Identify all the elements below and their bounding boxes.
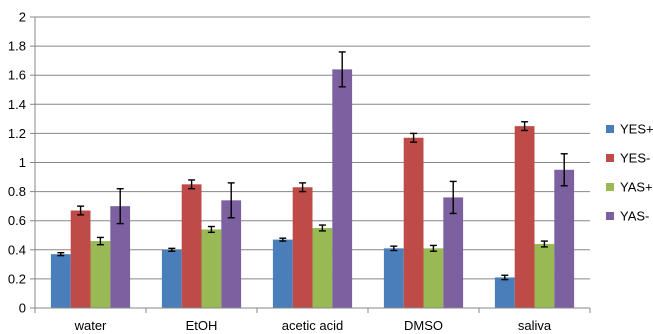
y-tick-label: 0.2 bbox=[8, 271, 26, 286]
x-tick-label: saliva bbox=[518, 318, 552, 333]
bar-yas-saliva bbox=[534, 243, 555, 308]
y-tick-label: 1.4 bbox=[8, 97, 26, 112]
y-axis-tick-labels: 0 0.2 0.4 0.6 0.8 1 1.2 1.4 1.6 1.8 2 bbox=[8, 10, 26, 316]
bar-yes-saliva bbox=[494, 277, 515, 308]
bar-yas-dmso bbox=[423, 248, 444, 308]
bar-yas-water bbox=[110, 206, 131, 308]
bars bbox=[50, 69, 575, 308]
x-tick-label: water bbox=[74, 318, 107, 333]
y-tick-label: 0.8 bbox=[8, 184, 26, 199]
bar-yas-etoh bbox=[221, 200, 242, 308]
bar-yes-etoh bbox=[181, 184, 202, 308]
bar-yas-acetic-acid bbox=[312, 227, 333, 308]
bar-yas-etoh bbox=[201, 229, 222, 308]
bar-yes-water bbox=[70, 210, 91, 308]
bar-yas-saliva bbox=[554, 169, 575, 308]
bar-yes-acetic-acid bbox=[292, 187, 313, 308]
legend-swatch bbox=[606, 154, 614, 162]
bar-yas-acetic-acid bbox=[332, 69, 353, 308]
legend: YES+ YES- YAS+ YAS- bbox=[606, 122, 653, 224]
legend-swatch bbox=[606, 183, 614, 191]
x-tick-label: acetic acid bbox=[282, 318, 343, 333]
y-tick-label: 0.4 bbox=[8, 242, 26, 257]
legend-swatch bbox=[606, 125, 614, 133]
x-axis-tick-labels: water EtOH acetic acid DMSO saliva bbox=[74, 318, 552, 333]
y-tick-label: 1.8 bbox=[8, 39, 26, 54]
bar-yas-dmso bbox=[443, 197, 464, 308]
legend-swatch bbox=[606, 212, 614, 220]
bar-yes-dmso bbox=[403, 137, 424, 308]
y-tick-label: 1 bbox=[19, 155, 26, 170]
error-bars bbox=[57, 51, 568, 281]
axes bbox=[30, 16, 591, 313]
y-tick-label: 0.6 bbox=[8, 213, 26, 228]
bar-yes-dmso bbox=[383, 248, 404, 308]
bar-yas-water bbox=[90, 241, 111, 308]
bar-yes-acetic-acid bbox=[272, 239, 293, 308]
legend-label: YES+ bbox=[620, 122, 653, 137]
legend-label: YAS+ bbox=[620, 180, 653, 195]
y-tick-label: 1.6 bbox=[8, 68, 26, 83]
bar-yes-etoh bbox=[161, 249, 182, 308]
x-tick-label: EtOH bbox=[186, 318, 218, 333]
legend-label: YAS- bbox=[620, 209, 649, 224]
x-tick-label: DMSO bbox=[404, 318, 443, 333]
bar-yes-saliva bbox=[514, 126, 535, 308]
legend-label: YES- bbox=[620, 151, 650, 166]
bar-yes-water bbox=[50, 254, 71, 308]
y-tick-label: 2 bbox=[19, 10, 26, 25]
y-tick-label: 0 bbox=[19, 301, 26, 316]
y-tick-label: 1.2 bbox=[8, 126, 26, 141]
